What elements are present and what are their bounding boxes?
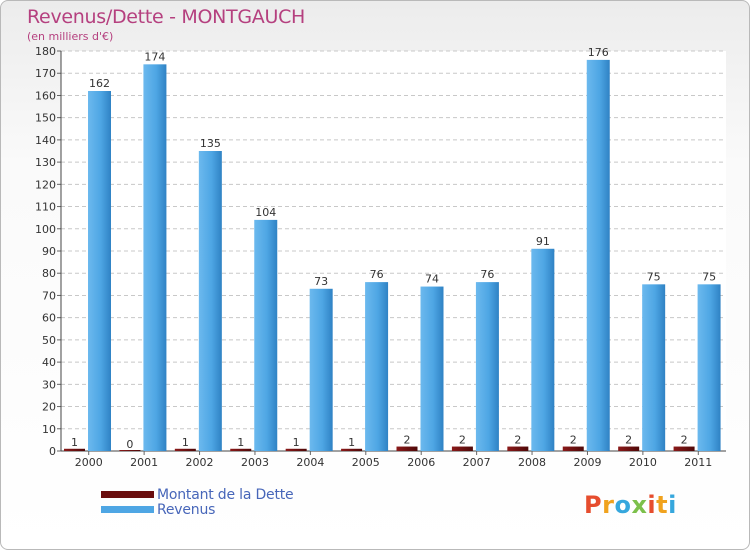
bar-revenus — [642, 284, 666, 451]
bar-revenus — [309, 288, 333, 451]
bar-dette — [285, 448, 307, 451]
y-tick-label: 140 — [35, 134, 56, 147]
legend-swatch-dette — [101, 491, 154, 498]
data-label-revenus: 176 — [588, 46, 609, 59]
data-label-dette: 1 — [348, 436, 355, 449]
bar-revenus — [254, 219, 278, 451]
y-tick-label: 0 — [49, 445, 56, 458]
bar-dette — [451, 446, 473, 451]
bar-revenus — [88, 91, 111, 451]
data-label-revenus: 75 — [702, 270, 716, 283]
data-label-dette: 1 — [182, 436, 189, 449]
bar-dette — [396, 446, 418, 451]
legend-label-dette: Montant de la Dette — [157, 486, 294, 503]
bar-dette — [64, 448, 85, 451]
logo-letter: o — [614, 491, 632, 519]
data-label-dette: 1 — [71, 436, 78, 449]
data-label-revenus: 76 — [370, 268, 384, 281]
bar-dette — [230, 448, 252, 451]
y-tick-label: 150 — [35, 112, 56, 125]
x-tick-label: 2004 — [296, 456, 324, 469]
legend: Montant de la Dette Revenus — [101, 486, 294, 518]
x-tick-label: 2000 — [75, 456, 103, 469]
bar-dette — [174, 448, 196, 451]
legend-swatch-revenus — [101, 506, 154, 513]
x-tick-label: 2010 — [629, 456, 657, 469]
data-label-revenus: 174 — [144, 50, 165, 63]
legend-item-dette: Montant de la Dette — [101, 486, 294, 503]
bar-revenus — [586, 59, 610, 452]
bar-dette — [119, 450, 141, 451]
data-label-dette: 2 — [625, 434, 632, 447]
bar-revenus — [697, 284, 721, 451]
bar-revenus — [475, 282, 499, 451]
data-label-dette: 2 — [404, 434, 411, 447]
logo-letter: t — [656, 491, 669, 519]
x-tick-label: 2009 — [573, 456, 601, 469]
logo-letter: i — [647, 491, 657, 519]
data-label-dette: 2 — [681, 434, 688, 447]
x-tick-label: 2005 — [352, 456, 380, 469]
y-tick-label: 70 — [42, 289, 56, 302]
bar-revenus — [531, 248, 555, 451]
data-label-dette: 0 — [126, 438, 133, 451]
data-label-revenus: 73 — [314, 275, 328, 288]
bar-dette — [341, 448, 363, 451]
x-tick-label: 2001 — [130, 456, 158, 469]
bar-revenus — [198, 151, 222, 451]
data-label-revenus: 75 — [647, 270, 661, 283]
legend-label-revenus: Revenus — [157, 501, 216, 518]
x-tick-label: 2003 — [241, 456, 269, 469]
bar-dette — [562, 446, 584, 451]
bar-revenus — [365, 282, 389, 451]
logo-letter: P — [584, 491, 603, 519]
bar-revenus — [420, 286, 444, 451]
y-tick-label: 30 — [42, 378, 56, 391]
y-tick-label: 40 — [42, 356, 56, 369]
data-label-dette: 2 — [570, 434, 577, 447]
y-tick-label: 130 — [35, 156, 56, 169]
legend-item-revenus: Revenus — [101, 501, 293, 518]
x-tick-label: 2011 — [684, 456, 712, 469]
y-tick-label: 110 — [35, 201, 56, 214]
data-label-revenus: 74 — [425, 273, 439, 286]
y-tick-label: 60 — [42, 312, 56, 325]
bar-dette — [507, 446, 529, 451]
bar-revenus — [143, 64, 167, 452]
y-tick-label: 170 — [35, 67, 56, 80]
data-label-revenus: 135 — [200, 137, 221, 150]
x-tick-label: 2008 — [518, 456, 546, 469]
y-tick-label: 180 — [35, 45, 56, 58]
y-tick-label: 90 — [42, 245, 56, 258]
data-label-dette: 2 — [459, 434, 466, 447]
proxiti-logo: Proxiti — [584, 491, 677, 519]
y-tick-label: 20 — [42, 401, 56, 414]
logo-letter: x — [631, 491, 648, 519]
x-tick-label: 2007 — [463, 456, 491, 469]
logo-letter: r — [602, 491, 615, 519]
x-tick-label: 2006 — [407, 456, 435, 469]
data-label-revenus: 104 — [255, 206, 276, 219]
y-tick-label: 10 — [42, 423, 56, 436]
data-label-dette: 2 — [514, 434, 521, 447]
logo-letter: i — [668, 491, 677, 519]
y-tick-label: 120 — [35, 178, 56, 191]
bar-dette — [673, 446, 695, 451]
bar-dette — [618, 446, 640, 451]
data-label-dette: 1 — [293, 436, 300, 449]
data-label-revenus: 76 — [480, 268, 494, 281]
y-tick-label: 50 — [42, 334, 56, 347]
data-label-revenus: 162 — [89, 77, 110, 90]
data-label-dette: 1 — [237, 436, 244, 449]
data-label-revenus: 91 — [536, 235, 550, 248]
x-tick-label: 2002 — [186, 456, 214, 469]
y-tick-label: 100 — [35, 223, 56, 236]
y-tick-label: 80 — [42, 267, 56, 280]
chart-title: Revenus/Dette - MONTGAUCH — [27, 6, 306, 28]
chart-unit-label: (en milliers d'€) — [27, 30, 114, 43]
y-tick-label: 160 — [35, 89, 56, 102]
